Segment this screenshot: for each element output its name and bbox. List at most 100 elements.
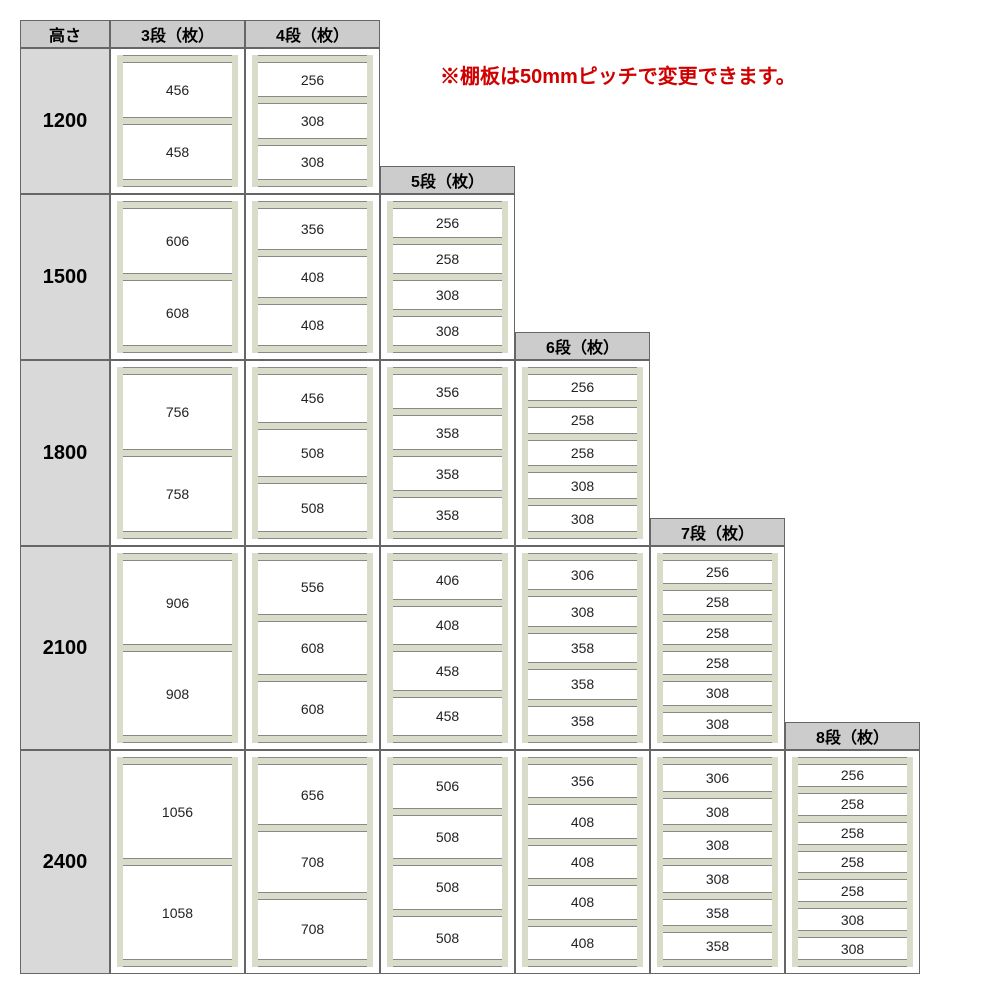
shelf-plate xyxy=(123,179,232,187)
shelf-cell: 656708708 xyxy=(245,750,380,974)
shelf-plate xyxy=(528,465,637,473)
shelf-plate xyxy=(258,476,367,484)
shelf-diagram: 10561058 xyxy=(117,757,238,967)
shelf-cell: 256258258258308308 xyxy=(650,546,785,750)
shelf-plate xyxy=(663,858,772,866)
shelf-plate xyxy=(393,909,502,917)
height-label: 2400 xyxy=(20,750,110,974)
shelf-gap-value: 258 xyxy=(663,652,772,674)
shelf-plate xyxy=(258,422,367,430)
shelf-diagram: 306308308308358358 xyxy=(657,757,778,967)
shelf-diagram: 356408408 xyxy=(252,201,373,353)
shelf-plate xyxy=(798,844,907,852)
shelf-plate xyxy=(258,55,367,63)
shelf-plate xyxy=(393,599,502,607)
height-label: 1500 xyxy=(20,194,110,360)
shelf-plate xyxy=(663,735,772,743)
tier-header: 4段（枚） xyxy=(245,20,380,48)
shelf-gap-value: 1056 xyxy=(123,765,232,858)
shelf-plate xyxy=(393,959,502,967)
shelf-gap-value: 358 xyxy=(393,416,502,449)
shelf-gap-value: 306 xyxy=(663,765,772,791)
shelf-plate xyxy=(123,367,232,375)
shelf-gap-value: 308 xyxy=(528,473,637,498)
shelf-plate xyxy=(393,808,502,816)
shelf-gap-value: 258 xyxy=(528,408,637,433)
shelf-gap-value: 408 xyxy=(393,607,502,645)
shelf-plate xyxy=(258,201,367,209)
shelf-cell: 356408408408408 xyxy=(515,750,650,974)
shelf-gap-value: 756 xyxy=(123,375,232,449)
height-label: 1800 xyxy=(20,360,110,546)
shelf-gap-value: 308 xyxy=(258,104,367,137)
shelf-gap-value: 456 xyxy=(123,63,232,117)
shelf-plate xyxy=(258,553,367,561)
shelf-diagram: 356408408408408 xyxy=(522,757,643,967)
shelf-plate xyxy=(123,201,232,209)
shelf-gap-value: 256 xyxy=(393,209,502,237)
shelf-gap-value: 358 xyxy=(663,933,772,959)
shelf-plate xyxy=(393,201,502,209)
shelf-plate xyxy=(798,815,907,823)
shelf-plate xyxy=(393,531,502,539)
shelf-gap-value: 308 xyxy=(393,317,502,345)
shelf-diagram: 506508508508 xyxy=(387,757,508,967)
shelf-gap-value: 408 xyxy=(258,257,367,297)
shelf-plate xyxy=(663,824,772,832)
shelf-plate xyxy=(123,735,232,743)
shelf-gap-value: 256 xyxy=(663,561,772,583)
shelf-gap-value: 308 xyxy=(663,799,772,825)
shelf-gap-value: 408 xyxy=(528,805,637,837)
shelf-cell: 256258258258258308308 xyxy=(785,750,920,974)
shelf-plate xyxy=(393,309,502,317)
shelf-cell: 256258258308308 xyxy=(515,360,650,546)
shelf-diagram: 456508508 xyxy=(252,367,373,539)
shelf-plate xyxy=(528,553,637,561)
shelf-gap-value: 608 xyxy=(258,622,367,675)
shelf-plate xyxy=(528,959,637,967)
shelf-plate xyxy=(123,959,232,967)
shelf-plate xyxy=(528,367,637,375)
shelf-plate xyxy=(123,757,232,765)
shelf-gap-value: 758 xyxy=(123,457,232,531)
shelf-plate xyxy=(393,690,502,698)
tier-header: 7段（枚） xyxy=(650,518,785,546)
shelf-plate xyxy=(798,959,907,967)
shelf-plate xyxy=(663,583,772,591)
shelf-spec-grid: 高さ120015001800210024003段（枚）4564586066087… xyxy=(20,20,980,974)
shelf-gap-value: 358 xyxy=(528,634,637,662)
shelf-gap-value: 606 xyxy=(123,209,232,273)
tier-header: 3段（枚） xyxy=(110,20,245,48)
shelf-plate xyxy=(798,872,907,880)
shelf-diagram: 256258258258258308308 xyxy=(792,757,913,967)
shelf-gap-value: 256 xyxy=(798,765,907,786)
shelf-plate xyxy=(663,674,772,682)
shelf-diagram: 606608 xyxy=(117,201,238,353)
shelf-plate xyxy=(528,662,637,670)
shelf-plate xyxy=(393,858,502,866)
shelf-gap-value: 458 xyxy=(123,125,232,179)
shelf-gap-value: 308 xyxy=(528,506,637,531)
shelf-plate xyxy=(123,345,232,353)
shelf-gap-value: 308 xyxy=(663,832,772,858)
shelf-diagram: 256258258258308308 xyxy=(657,553,778,743)
shelf-plate xyxy=(258,138,367,146)
shelf-cell: 456458 xyxy=(110,48,245,194)
shelf-diagram: 556608608 xyxy=(252,553,373,743)
shelf-plate xyxy=(393,735,502,743)
shelf-gap-value: 906 xyxy=(123,561,232,644)
shelf-plate xyxy=(528,878,637,886)
shelf-cell: 256258308308 xyxy=(380,194,515,360)
shelf-plate xyxy=(528,531,637,539)
shelf-gap-value: 408 xyxy=(528,927,637,959)
shelf-gap-value: 308 xyxy=(663,713,772,735)
shelf-plate xyxy=(258,674,367,682)
shelf-gap-value: 258 xyxy=(528,441,637,466)
shelf-plate xyxy=(123,449,232,457)
shelf-plate xyxy=(123,858,232,866)
shelf-diagram: 456458 xyxy=(117,55,238,187)
shelf-plate xyxy=(528,433,637,441)
shelf-plate xyxy=(528,919,637,927)
shelf-cell: 306308358358358 xyxy=(515,546,650,750)
shelf-diagram: 406408458458 xyxy=(387,553,508,743)
